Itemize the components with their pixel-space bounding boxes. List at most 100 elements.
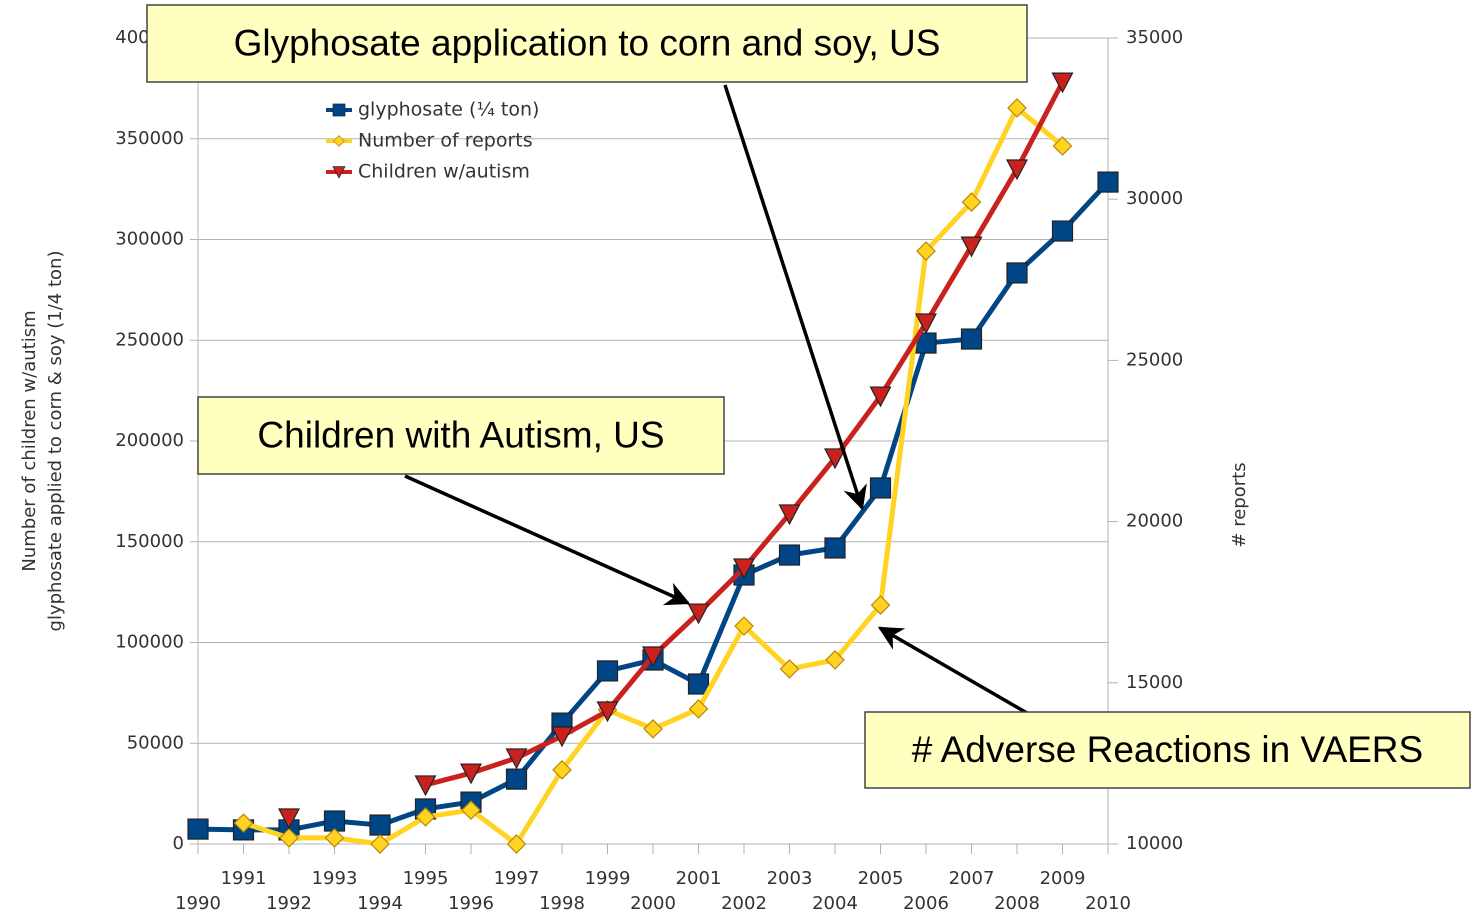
x-tick-label: 2002 [721, 893, 767, 914]
annotation-arrow [723, 84, 867, 511]
marker [961, 192, 982, 212]
marker [460, 763, 482, 785]
marker [1097, 171, 1119, 193]
marker [778, 504, 801, 526]
annotation-text: Children with Autism, US [257, 414, 664, 455]
annotation-arrow [404, 474, 691, 606]
marker [505, 768, 528, 790]
marker [278, 808, 300, 830]
y2-tick-label: 30000 [1126, 188, 1183, 209]
x-tick-label: 1991 [221, 868, 267, 889]
marker [915, 313, 937, 335]
marker [824, 537, 846, 559]
marker [779, 659, 800, 679]
marker [825, 650, 845, 670]
y2-tick-label: 25000 [1126, 349, 1183, 370]
marker [505, 748, 528, 770]
annotation-text: Glyphosate application to corn and soy, … [234, 22, 941, 63]
x-tick-label: 2003 [767, 868, 813, 889]
y-tick-label: 300000 [115, 229, 184, 250]
annotation-arrow [877, 626, 1028, 715]
x-tick-label: 1997 [494, 868, 540, 889]
marker [552, 759, 572, 780]
x-tick-label: 1996 [448, 893, 494, 914]
marker [960, 328, 983, 350]
annotation-box [864, 711, 1471, 789]
marker [643, 719, 663, 739]
legend-label: Children w/autism [358, 161, 530, 183]
y-tick-label: 150000 [115, 531, 184, 552]
x-tick-label: 2001 [676, 868, 722, 889]
y-tick-label: 100000 [115, 632, 184, 653]
y-label: Number of children w/autism [19, 310, 40, 571]
x-tick-label: 2004 [812, 893, 858, 914]
marker [461, 800, 481, 820]
marker [1052, 136, 1073, 156]
marker [687, 673, 710, 695]
marker [1051, 220, 1074, 242]
marker [332, 103, 346, 117]
marker [596, 660, 619, 682]
x-tick-label: 2010 [1085, 893, 1131, 914]
marker [414, 775, 437, 797]
marker [870, 595, 891, 615]
marker [734, 616, 754, 636]
x-tick-label: 2008 [994, 893, 1040, 914]
marker [506, 834, 527, 854]
x-tick-label: 1995 [403, 868, 449, 889]
y-tick-label: 350000 [115, 128, 184, 149]
marker [733, 558, 755, 580]
y-tick-label: 0 [173, 833, 184, 854]
marker [187, 818, 209, 840]
annotation-box [197, 396, 725, 475]
marker [596, 701, 619, 723]
x-tick-label: 2009 [1040, 868, 1086, 889]
x-tick-label: 1990 [175, 893, 221, 914]
y2-tick-label: 10000 [1126, 833, 1183, 854]
x-tick-label: 2007 [949, 868, 995, 889]
legend-label: Number of reports [358, 130, 533, 152]
x-tick-label: 2000 [630, 893, 676, 914]
x-tick-label: 2006 [903, 893, 949, 914]
marker [370, 834, 390, 854]
marker [279, 828, 299, 848]
marker [916, 241, 936, 261]
marker [333, 135, 345, 147]
marker [869, 386, 892, 408]
marker [233, 813, 254, 833]
y2-tick-label: 15000 [1126, 672, 1183, 693]
y-tick-label: 200000 [115, 430, 184, 451]
marker [960, 236, 983, 258]
y2-label: # reports [1229, 462, 1250, 547]
y-tick-label: 50000 [127, 732, 184, 753]
x-tick-label: 2005 [858, 868, 904, 889]
y2-tick-label: 20000 [1126, 511, 1183, 532]
marker [1051, 72, 1074, 94]
marker [869, 477, 892, 499]
marker [1006, 262, 1028, 284]
marker [778, 544, 801, 566]
marker [332, 166, 346, 179]
annotation-box [146, 4, 1028, 83]
marker [551, 726, 573, 748]
marker [1006, 159, 1028, 181]
x-tick-label: 1994 [357, 893, 403, 914]
marker [687, 603, 710, 625]
x-tick-label: 1998 [539, 893, 585, 914]
marker [415, 807, 436, 827]
annotation-text: # Adverse Reactions in VAERS [912, 729, 1423, 770]
x-tick-label: 1993 [312, 868, 358, 889]
marker [324, 828, 345, 848]
marker [824, 448, 846, 470]
y2-tick-label: 35000 [1126, 27, 1183, 48]
marker [369, 814, 391, 836]
x-tick-label: 1999 [585, 868, 631, 889]
legend-label: glyphosate (¼ ton) [358, 99, 539, 121]
marker [642, 646, 664, 668]
x-tick-label: 1992 [266, 893, 312, 914]
marker [1007, 98, 1027, 118]
marker [688, 699, 709, 719]
y-label: glyphosate applied to corn & soy (1/4 to… [45, 251, 66, 632]
y-tick-label: 250000 [115, 329, 184, 350]
